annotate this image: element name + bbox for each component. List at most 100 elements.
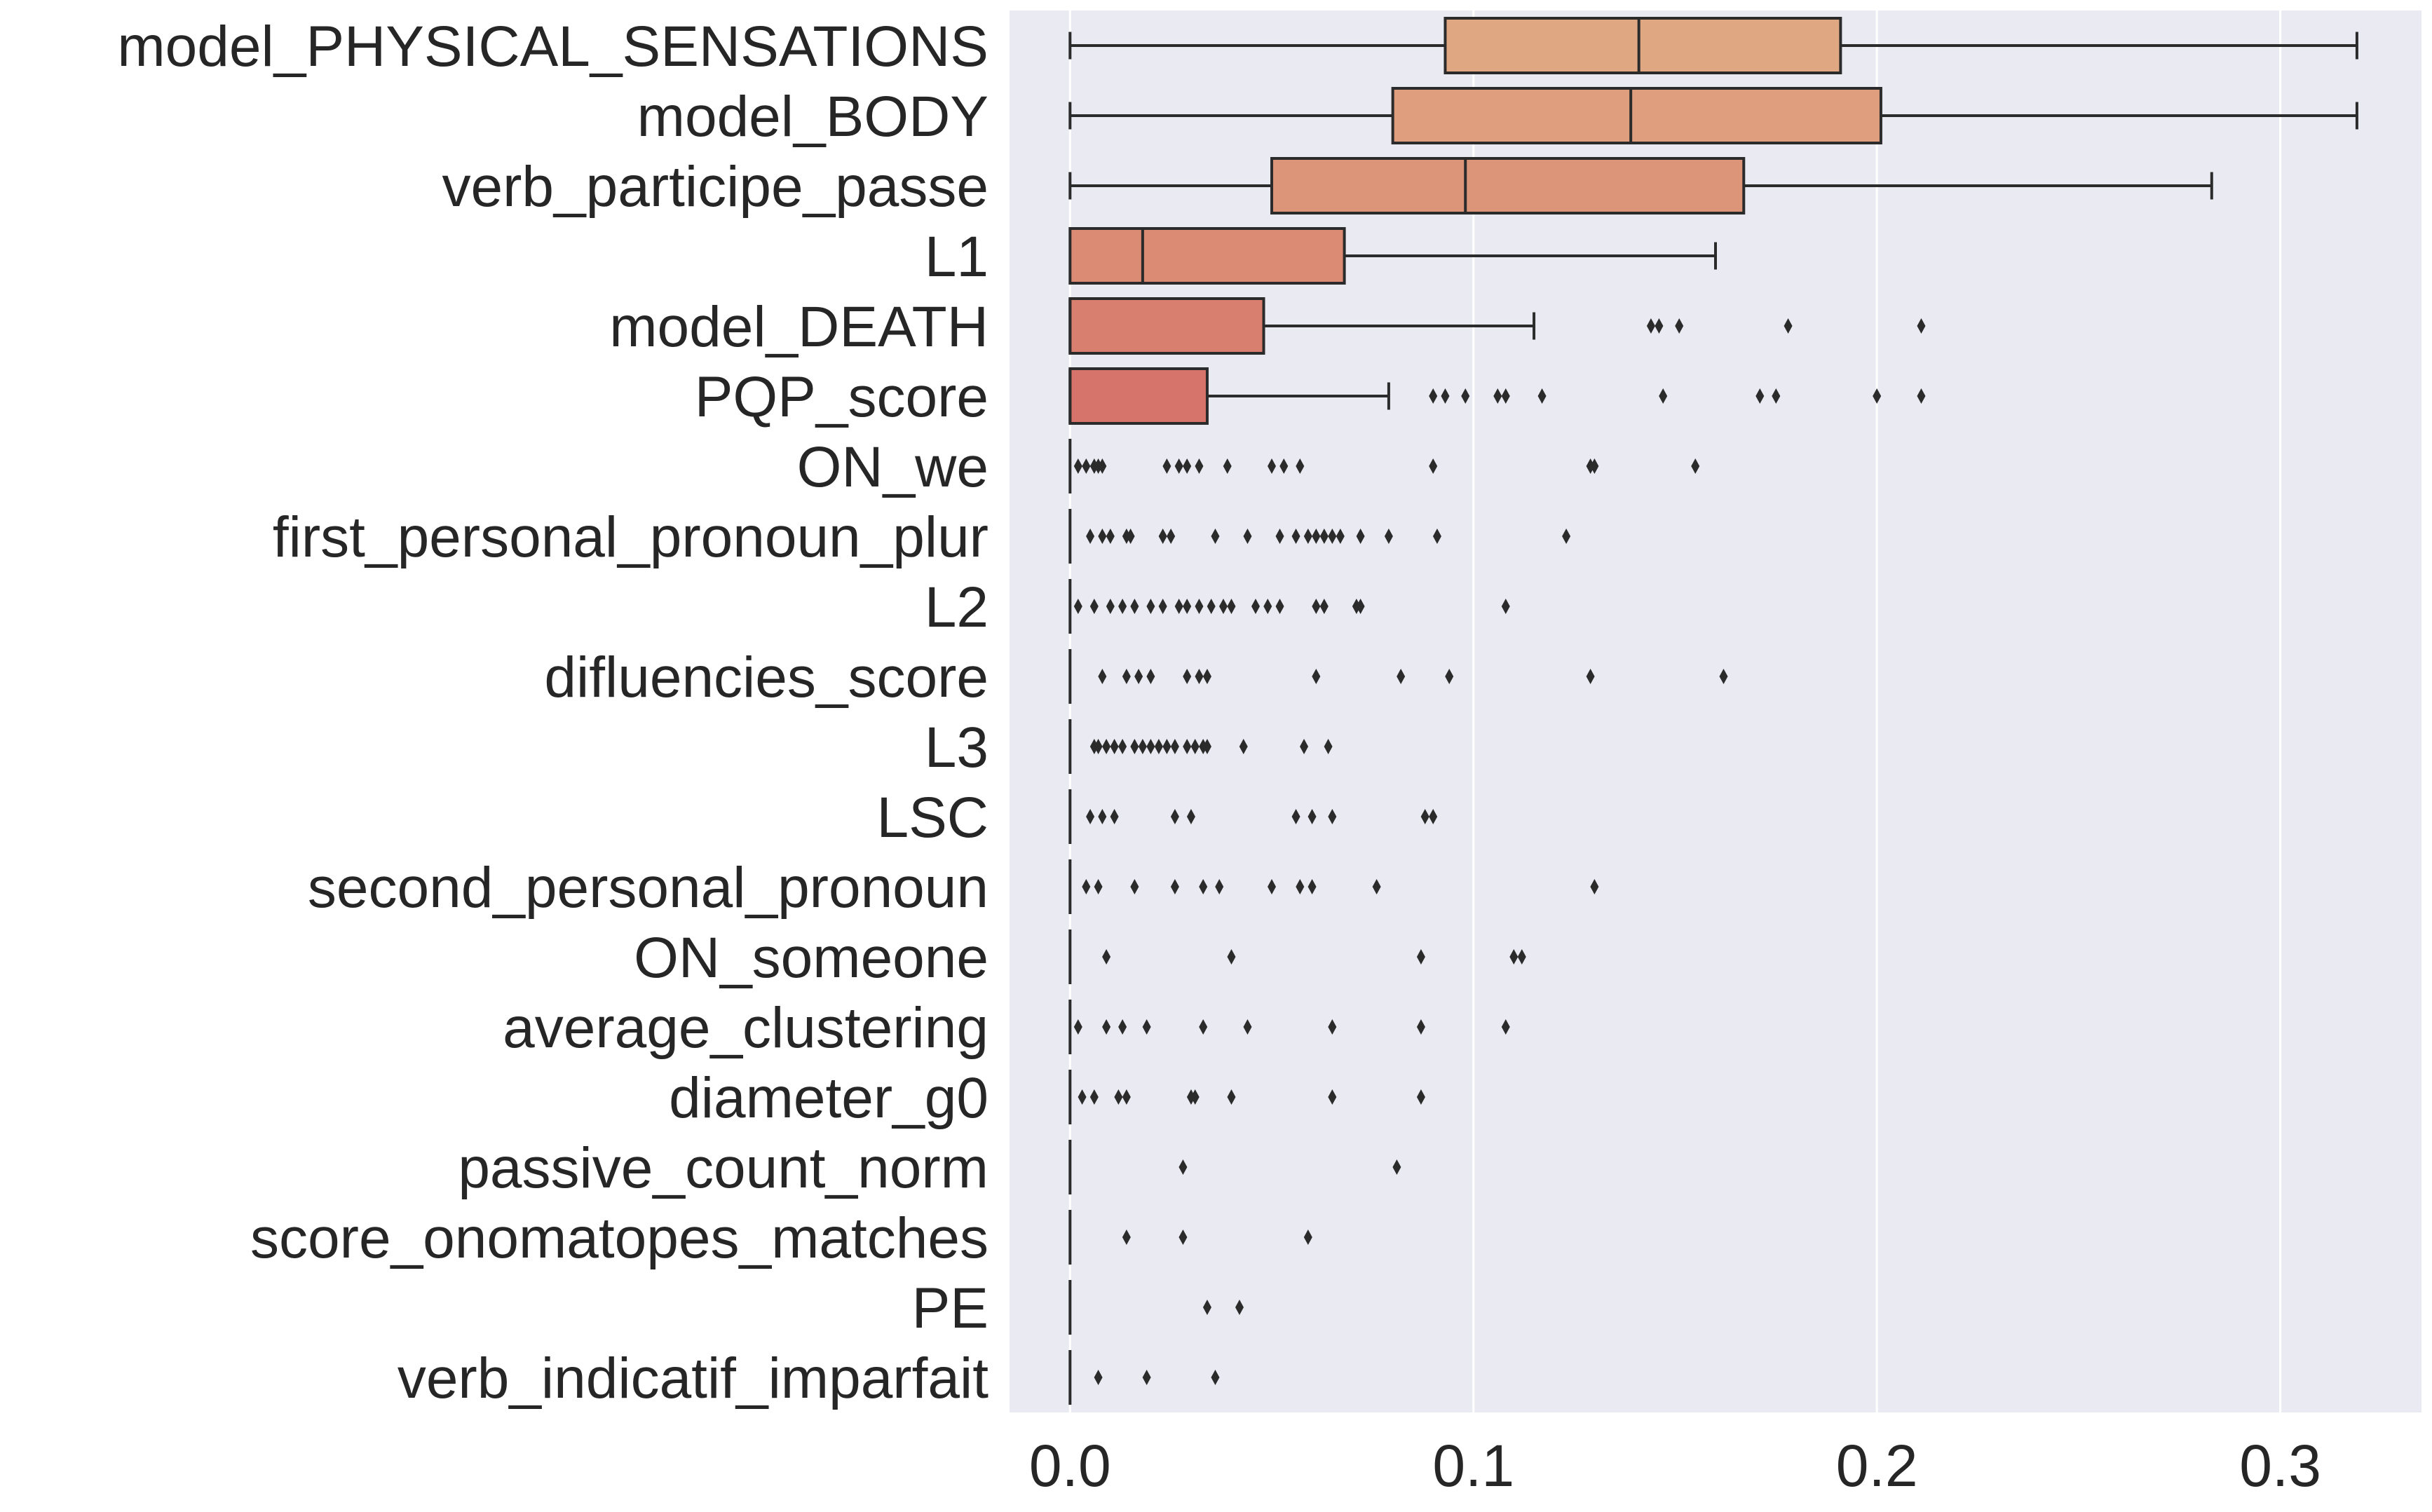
flier-18-1 bbox=[1235, 1300, 1244, 1315]
flier-7-14 bbox=[1328, 529, 1337, 544]
flier-8-11 bbox=[1218, 599, 1228, 614]
box-15 bbox=[1068, 1070, 1425, 1124]
flier-6-12 bbox=[1296, 458, 1305, 474]
box-body-0 bbox=[1443, 17, 1842, 74]
flier-18-0 bbox=[1202, 1300, 1211, 1315]
category-labels: model_PHYSICAL_SENSATIONSmodel_BODYverb_… bbox=[117, 15, 989, 1410]
flier-14-2 bbox=[1118, 1019, 1127, 1035]
box-body-2 bbox=[1270, 157, 1746, 214]
x-tick-label-0: 0.0 bbox=[1029, 1433, 1111, 1499]
flier-10-17 bbox=[1324, 739, 1333, 754]
flier-10-12 bbox=[1190, 739, 1200, 754]
flier-6-4 bbox=[1098, 458, 1107, 474]
flier-12-5 bbox=[1215, 879, 1224, 894]
flier-12-6 bbox=[1268, 879, 1277, 894]
flier-15-2 bbox=[1114, 1089, 1123, 1105]
box-7 bbox=[1068, 509, 1571, 564]
flier-10-1 bbox=[1094, 739, 1103, 754]
flier-5-9 bbox=[1873, 388, 1882, 404]
flier-4-3 bbox=[1784, 318, 1793, 334]
category-label-5: PQP_score bbox=[695, 365, 989, 429]
category-label-19: verb_indicatif_imparfait bbox=[398, 1347, 989, 1410]
box-body-1 bbox=[1391, 87, 1882, 144]
flier-5-10 bbox=[1917, 388, 1926, 404]
flier-11-6 bbox=[1307, 809, 1317, 824]
flier-5-0 bbox=[1429, 388, 1438, 404]
flier-11-5 bbox=[1291, 809, 1300, 824]
flier-8-14 bbox=[1263, 599, 1272, 614]
box-body-3 bbox=[1068, 227, 1346, 285]
flier-12-10 bbox=[1590, 879, 1599, 894]
box-10 bbox=[1068, 719, 1333, 774]
flier-7-7 bbox=[1211, 529, 1220, 544]
flier-4-2 bbox=[1675, 318, 1684, 334]
flier-9-11 bbox=[1719, 669, 1728, 684]
flier-11-4 bbox=[1186, 809, 1195, 824]
flier-17-0 bbox=[1122, 1230, 1131, 1245]
flier-15-3 bbox=[1122, 1089, 1131, 1105]
flier-10-8 bbox=[1154, 739, 1163, 754]
flier-9-1 bbox=[1122, 669, 1131, 684]
plot-background bbox=[1010, 11, 2421, 1412]
flier-12-7 bbox=[1296, 879, 1305, 894]
flier-7-19 bbox=[1562, 529, 1571, 544]
flier-9-10 bbox=[1586, 669, 1595, 684]
flier-6-10 bbox=[1268, 458, 1277, 474]
box-6 bbox=[1068, 439, 1700, 493]
box-series bbox=[1068, 17, 2358, 1405]
flier-12-8 bbox=[1307, 879, 1317, 894]
box-17 bbox=[1068, 1210, 1312, 1265]
flier-8-8 bbox=[1183, 599, 1192, 614]
flier-13-3 bbox=[1509, 949, 1519, 965]
flier-15-0 bbox=[1078, 1089, 1087, 1105]
flier-14-1 bbox=[1102, 1019, 1111, 1035]
flier-10-3 bbox=[1110, 739, 1119, 754]
category-label-14: average_clustering bbox=[503, 996, 989, 1060]
flier-14-7 bbox=[1416, 1019, 1425, 1035]
flier-5-3 bbox=[1493, 388, 1502, 404]
x-tick-label-2: 0.2 bbox=[1836, 1433, 1918, 1499]
flier-7-16 bbox=[1356, 529, 1365, 544]
flier-12-0 bbox=[1082, 879, 1091, 894]
flier-11-7 bbox=[1328, 809, 1337, 824]
category-label-4: model_DEATH bbox=[609, 295, 989, 359]
flier-12-3 bbox=[1170, 879, 1179, 894]
flier-8-1 bbox=[1089, 599, 1099, 614]
flier-4-4 bbox=[1917, 318, 1926, 334]
flier-12-2 bbox=[1130, 879, 1139, 894]
flier-4-1 bbox=[1655, 318, 1664, 334]
category-label-13: ON_someone bbox=[634, 926, 989, 990]
flier-7-4 bbox=[1126, 529, 1135, 544]
flier-7-18 bbox=[1432, 529, 1441, 544]
box-19 bbox=[1068, 1350, 1220, 1405]
box-9 bbox=[1068, 649, 1728, 704]
flier-5-8 bbox=[1772, 388, 1781, 404]
flier-7-8 bbox=[1243, 529, 1252, 544]
box-16 bbox=[1068, 1140, 1401, 1194]
flier-10-7 bbox=[1146, 739, 1155, 754]
flier-10-11 bbox=[1183, 739, 1192, 754]
flier-9-2 bbox=[1134, 669, 1143, 684]
flier-8-3 bbox=[1118, 599, 1127, 614]
flier-6-8 bbox=[1195, 458, 1204, 474]
flier-7-5 bbox=[1158, 529, 1167, 544]
category-label-12: second_personal_pronoun bbox=[308, 856, 989, 920]
flier-6-13 bbox=[1429, 458, 1438, 474]
flier-10-16 bbox=[1300, 739, 1309, 754]
box-body-5 bbox=[1068, 367, 1209, 425]
flier-7-10 bbox=[1291, 529, 1300, 544]
flier-9-7 bbox=[1312, 669, 1321, 684]
flier-19-2 bbox=[1211, 1370, 1220, 1385]
flier-5-5 bbox=[1537, 388, 1547, 404]
flier-15-5 bbox=[1190, 1089, 1200, 1105]
flier-13-2 bbox=[1416, 949, 1425, 965]
flier-8-16 bbox=[1312, 599, 1321, 614]
flier-5-6 bbox=[1659, 388, 1668, 404]
flier-9-6 bbox=[1202, 669, 1211, 684]
category-label-6: ON_we bbox=[797, 435, 989, 499]
flier-7-0 bbox=[1086, 529, 1095, 544]
flier-7-13 bbox=[1319, 529, 1329, 544]
box-5 bbox=[1068, 367, 1926, 425]
flier-8-15 bbox=[1275, 599, 1284, 614]
flier-6-16 bbox=[1691, 458, 1700, 474]
